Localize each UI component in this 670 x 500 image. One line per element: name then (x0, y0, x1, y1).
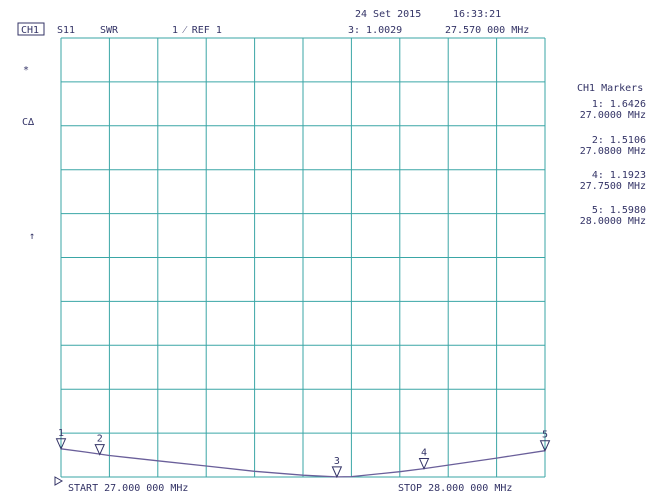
symbol: ↑ (29, 231, 35, 242)
marker (418, 458, 430, 470)
marker-value: 5: 1.5980 (592, 205, 646, 216)
marker-freq: 28.0000 MHz (580, 216, 646, 227)
marker (331, 466, 343, 479)
start-label: START 27.000 000 MHz (68, 483, 188, 494)
format: SWR (100, 25, 119, 36)
marker-value: 4: 1.1923 (592, 170, 646, 181)
marker-freq: 27.7500 MHz (580, 181, 646, 192)
active-marker-freq: 27.570 000 MHz (445, 25, 529, 36)
channel-box (17, 22, 45, 36)
scale: 1 ⁄ REF 1 (172, 25, 222, 36)
stop-label: STOP 28.000 000 MHz (398, 483, 512, 494)
marker (55, 438, 67, 451)
marker-value: 1: 1.6426 (592, 99, 646, 110)
parameter: S11 (57, 25, 75, 36)
marker-id: 2 (97, 434, 103, 445)
active-marker-value: 3: 1.0029 (348, 25, 402, 36)
marker (539, 440, 551, 452)
marker-freq: 27.0000 MHz (580, 110, 646, 121)
marker-id: 4 (421, 448, 427, 459)
marker-id: 3 (334, 456, 340, 467)
marker (94, 444, 105, 456)
marker-value: 2: 1.5106 (592, 135, 646, 146)
marker-id: 1 (58, 428, 64, 439)
time: 16:33:21 (453, 9, 501, 20)
date: 24 Set 2015 (355, 9, 421, 20)
symbol: C∆ (22, 117, 35, 128)
reference-arrow (54, 476, 64, 486)
marker-id: 5 (542, 430, 548, 441)
symbol: * (23, 65, 29, 76)
markers-title: CH1 Markers (577, 83, 643, 94)
channel: CH1 (21, 25, 39, 36)
marker-freq: 27.0800 MHz (580, 146, 646, 157)
trace (60, 448, 546, 478)
